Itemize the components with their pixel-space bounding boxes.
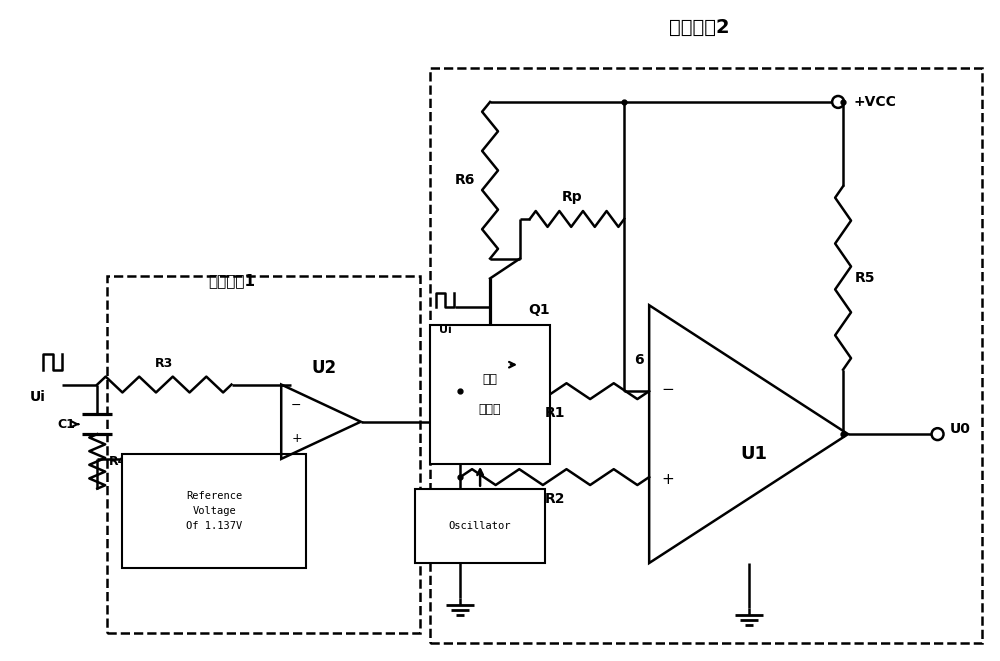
Text: 6: 6 bbox=[635, 353, 644, 367]
Bar bbox=[430, 325, 550, 464]
Bar bbox=[430, 68, 982, 643]
Text: 计时器: 计时器 bbox=[479, 403, 501, 416]
Text: Reference: Reference bbox=[186, 491, 242, 501]
Text: −: − bbox=[661, 381, 674, 397]
Text: R6: R6 bbox=[455, 173, 475, 187]
Bar bbox=[415, 488, 545, 563]
Text: 计时电路1: 计时电路1 bbox=[208, 273, 255, 288]
Text: Of 1.137V: Of 1.137V bbox=[186, 521, 242, 531]
Text: Ui: Ui bbox=[439, 325, 452, 335]
Text: +: + bbox=[291, 432, 302, 445]
Bar bbox=[122, 454, 306, 568]
Text: U1: U1 bbox=[740, 445, 767, 463]
Text: Rp: Rp bbox=[562, 190, 582, 204]
Text: Q1: Q1 bbox=[528, 303, 549, 317]
Circle shape bbox=[832, 96, 844, 108]
Text: R2: R2 bbox=[544, 492, 565, 506]
Text: C1: C1 bbox=[57, 418, 75, 431]
Text: +: + bbox=[661, 472, 674, 486]
Text: U2: U2 bbox=[311, 359, 337, 377]
Text: Ui: Ui bbox=[30, 391, 46, 405]
Text: 逻辑: 逻辑 bbox=[483, 373, 498, 386]
Text: +VCC: +VCC bbox=[853, 95, 896, 109]
Text: U0: U0 bbox=[949, 422, 970, 436]
Text: Oscillator: Oscillator bbox=[449, 521, 511, 531]
Circle shape bbox=[932, 428, 944, 440]
Text: R5: R5 bbox=[855, 271, 876, 285]
Text: 比较电路2: 比较电路2 bbox=[669, 18, 729, 37]
Text: R1: R1 bbox=[544, 406, 565, 420]
Text: −: − bbox=[291, 399, 302, 412]
Text: R3: R3 bbox=[155, 357, 174, 369]
Text: Voltage: Voltage bbox=[192, 506, 236, 516]
Text: R4: R4 bbox=[109, 455, 128, 468]
Bar bbox=[107, 276, 420, 633]
